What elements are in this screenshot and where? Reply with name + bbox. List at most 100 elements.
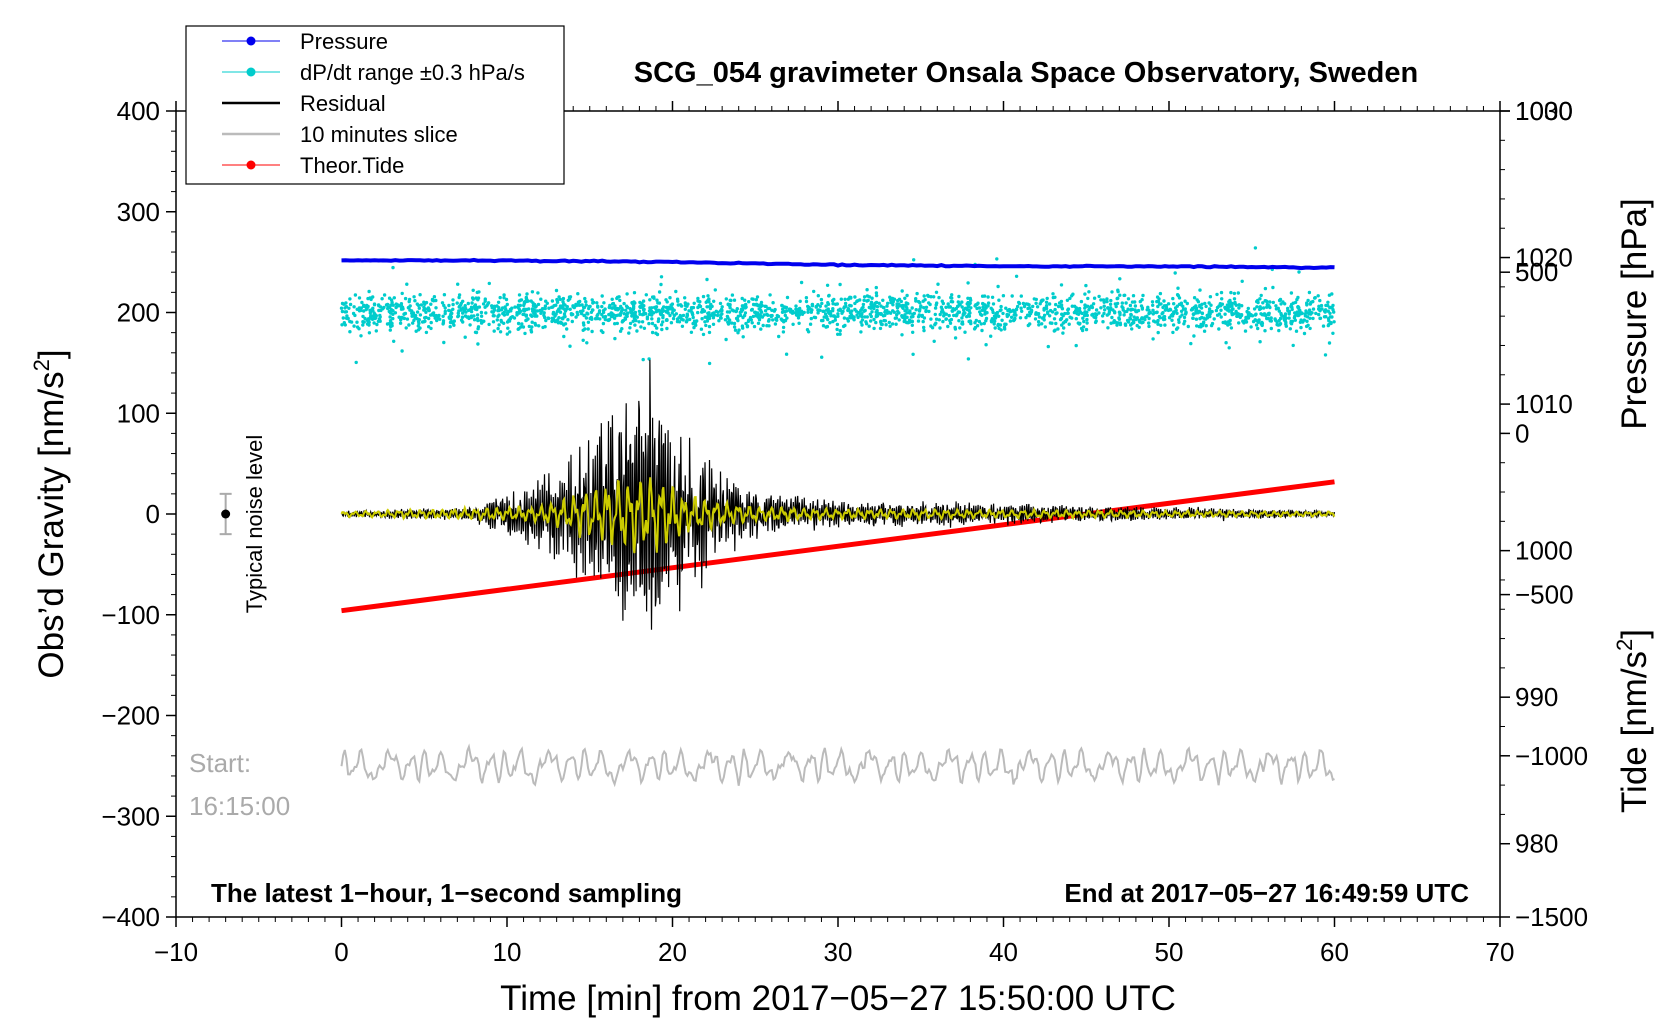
dpdt-point bbox=[1097, 294, 1101, 299]
dpdt-point bbox=[1228, 318, 1232, 323]
dpdt-point bbox=[625, 292, 629, 296]
dpdt-point bbox=[1052, 329, 1057, 333]
dpdt-point bbox=[1083, 310, 1087, 314]
dpdt-point bbox=[740, 324, 745, 328]
dpdt-point bbox=[1117, 310, 1122, 314]
dpdt-point bbox=[452, 323, 456, 327]
dpdt-point bbox=[991, 318, 995, 322]
dpdt-point bbox=[1224, 321, 1228, 325]
dpdt-point bbox=[343, 323, 347, 327]
dpdt-point bbox=[836, 308, 841, 312]
dpdt-point bbox=[484, 311, 488, 315]
dpdt-point bbox=[363, 304, 368, 309]
dpdt-point bbox=[910, 306, 914, 310]
dpdt-point bbox=[762, 313, 766, 317]
dpdt-point bbox=[1198, 303, 1202, 308]
dpdt-point bbox=[675, 319, 680, 324]
dpdt-point bbox=[611, 301, 616, 306]
dpdt-point bbox=[631, 308, 635, 312]
dpdt-point bbox=[767, 324, 771, 328]
dpdt-point bbox=[921, 299, 925, 303]
dpdt-point bbox=[702, 309, 706, 313]
dpdt-point bbox=[813, 315, 818, 320]
dpdt-point bbox=[747, 318, 751, 322]
dpdt-point bbox=[527, 324, 531, 329]
dpdt-point bbox=[756, 321, 761, 325]
dpdt-point bbox=[474, 296, 478, 300]
dpdt-point bbox=[1233, 300, 1237, 305]
dpdt-point bbox=[816, 303, 820, 307]
dpdt-point bbox=[1318, 316, 1322, 321]
dpdt-point bbox=[417, 306, 421, 310]
dpdt-point bbox=[960, 300, 964, 304]
dpdt-point bbox=[598, 317, 602, 321]
dpdt-point bbox=[459, 318, 464, 322]
tide-tick-label: 500 bbox=[1515, 257, 1558, 287]
dpdt-point bbox=[946, 302, 950, 306]
residual-filtered-series bbox=[340, 477, 1336, 554]
dpdt-point bbox=[373, 316, 377, 321]
dpdt-point bbox=[737, 328, 741, 332]
dpdt-point bbox=[1258, 340, 1262, 344]
dpdt-point bbox=[1263, 329, 1267, 333]
dpdt-point bbox=[1330, 315, 1334, 319]
dpdt-point bbox=[582, 323, 586, 327]
dpdt-point bbox=[957, 294, 961, 299]
dpdt-point bbox=[457, 305, 461, 309]
dpdt-point bbox=[562, 307, 566, 311]
dpdt-point bbox=[977, 306, 982, 310]
dpdt-point bbox=[339, 306, 344, 310]
dpdt-point bbox=[543, 306, 547, 311]
legend-label: Theor.Tide bbox=[300, 153, 404, 178]
dpdt-point bbox=[980, 294, 985, 298]
dpdt-point bbox=[829, 314, 833, 318]
dpdt-point bbox=[391, 316, 395, 321]
dpdt-point bbox=[426, 308, 431, 312]
dpdt-point bbox=[1026, 302, 1030, 306]
dpdt-point bbox=[1161, 316, 1165, 320]
dpdt-point bbox=[888, 298, 893, 302]
dpdt-point bbox=[1151, 303, 1155, 307]
dpdt-point bbox=[655, 332, 660, 337]
dpdt-point bbox=[1001, 311, 1005, 316]
dpdt-point bbox=[1254, 323, 1259, 327]
dpdt-point bbox=[938, 326, 942, 330]
dpdt-point bbox=[862, 298, 866, 302]
dpdt-point bbox=[1171, 312, 1176, 316]
dpdt-point bbox=[1194, 306, 1199, 310]
dpdt-point bbox=[999, 304, 1003, 309]
dpdt-point bbox=[554, 303, 558, 307]
dpdt-point bbox=[644, 312, 648, 316]
dpdt-point bbox=[668, 313, 672, 318]
y-tick-label: −100 bbox=[101, 600, 160, 630]
dpdt-point bbox=[522, 301, 526, 306]
dpdt-point bbox=[1160, 312, 1164, 316]
dpdt-point bbox=[457, 295, 461, 300]
dpdt-point bbox=[1005, 312, 1009, 317]
dpdt-point bbox=[1044, 300, 1049, 304]
dpdt-point bbox=[1266, 316, 1270, 321]
dpdt-point bbox=[530, 290, 535, 294]
dpdt-point bbox=[812, 289, 816, 294]
dpdt-point bbox=[1147, 316, 1151, 321]
dpdt-point bbox=[1227, 346, 1231, 350]
dpdt-point bbox=[606, 318, 610, 322]
dpdt-point bbox=[579, 311, 584, 316]
dpdt-point bbox=[826, 301, 830, 305]
dpdt-point bbox=[963, 330, 967, 334]
dpdt-point bbox=[796, 316, 801, 320]
dpdt-point bbox=[973, 325, 978, 330]
dpdt-point bbox=[884, 323, 888, 327]
dpdt-point bbox=[916, 319, 921, 323]
dpdt-point bbox=[448, 317, 453, 321]
dpdt-point bbox=[752, 324, 757, 329]
dpdt-point bbox=[804, 299, 809, 304]
residual-filtered-line bbox=[340, 477, 1336, 554]
dpdt-point bbox=[372, 321, 376, 325]
dpdt-point bbox=[814, 305, 818, 309]
dpdt-point bbox=[372, 311, 376, 315]
dpdt-point bbox=[893, 316, 897, 320]
dpdt-point bbox=[689, 330, 694, 334]
dpdt-point bbox=[773, 322, 778, 326]
